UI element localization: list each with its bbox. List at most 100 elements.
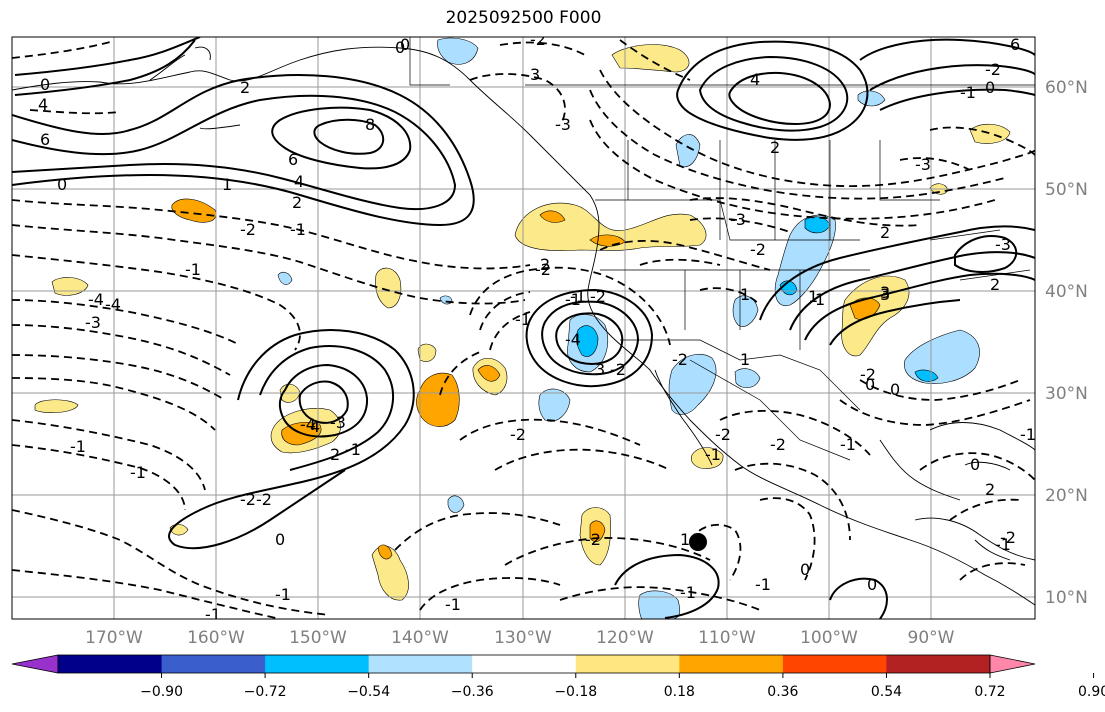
contour-label: -2 [256,490,272,509]
contour-label: 2 [990,275,1000,294]
contour-label: 0 [865,375,875,394]
contour-label: 4 [38,95,48,114]
map-title: 2025092500 F000 [445,8,602,28]
contour-label: -3 [730,210,746,229]
contour-label: -1 [565,290,581,309]
contour-label: 2 [540,255,550,274]
contour-label: -3 [915,155,931,174]
contour-label: 1 [740,350,750,369]
map-frame [11,36,1036,620]
colorbar-segment [782,655,887,673]
contour-label: -4 [88,290,104,309]
colorbar-tick-label: −0.72 [244,684,287,700]
longitude-labels: 170°W 160°W 150°W 140°W 130°W 120°W 110°… [85,628,955,648]
colorbar-segments [58,655,991,673]
contour-label: 2 [330,445,340,464]
contour-label: -1 [1020,425,1036,444]
contour-label: 3 [880,285,890,304]
contour-label: -4 [105,295,121,314]
contour-label: 6 [288,150,298,169]
negative-shading [277,37,980,619]
contour-label: -3 [555,115,571,134]
contour-label: 0 [867,575,877,594]
contour-label: -1 [995,535,1011,554]
contour-label: -2 [535,260,551,279]
colorbar-tick-label: 0.54 [871,684,902,700]
contour-label: 8 [365,115,375,134]
contour-label: 3 [880,283,890,302]
contour-label: 0 [275,530,285,549]
contour-label: 0 [985,78,995,97]
colorbar-segment [265,655,370,673]
contour-label: -2 [240,220,256,239]
contour-label: -2 [585,530,601,549]
contour-label: -1 [680,583,696,602]
contour-label: -3 [330,413,346,432]
contour-label: -3 [995,235,1011,254]
colorbar-tick-label: −0.90 [140,684,183,700]
contour-label: -1 [755,575,771,594]
contour-label: -2 [750,240,766,259]
contour-label: -1 [345,440,361,459]
contour-label: 1 [222,175,232,194]
lat-label: 10°N [1045,588,1088,608]
contour-label: -1 [840,435,856,454]
contour-label: -1 [960,83,976,102]
contour-label: -1 [290,220,306,239]
lon-label: 100°W [800,628,858,648]
contour-label: -1 [130,463,146,482]
lon-label: 140°W [391,628,449,648]
colorbar-segment [161,655,266,673]
lat-label: 50°N [1045,180,1088,200]
colorbar-max-extend [989,654,1036,674]
contour-label: -2 [1000,528,1016,547]
contour-label: 4 [750,70,760,89]
contour-label: -2 [240,490,256,509]
colorbar-tick-label: 0.18 [664,684,695,700]
contour-label: 3 [595,360,605,379]
contour-label: 1 [680,530,690,549]
lon-label: 150°W [289,628,347,648]
contour-label: 2 [292,193,302,212]
colorbar-segment [472,655,577,673]
contour-label: -4 [565,330,581,349]
colorbar-tick-label: −0.18 [554,684,597,700]
lon-label: 120°W [596,628,654,648]
contour-label: -2 [860,365,876,384]
contour-labels: 0 2 4 3 0 -2 -3 -4 -2 0 -1 2 3 -3 -4 -1 … [38,30,1045,624]
contour-label: 2 [770,138,780,157]
colorbar-tick-label: 0.90 [1078,684,1105,700]
lon-label: 170°W [85,628,143,648]
contour-label: 2 [985,480,995,499]
contour-label: 6 [40,130,50,149]
contour-label: -2 [985,60,1001,79]
contour-label: 0 [57,175,67,194]
colorbar-segment [575,655,680,673]
lat-label: 30°N [1045,384,1088,404]
solid-contours [12,37,1035,619]
colorbar-tick-label: 0.72 [974,684,1005,700]
contour-label: 0 [970,455,980,474]
contour-label: -1 [185,260,201,279]
contour-label: 2 [240,78,250,97]
contour-label: -2 [590,287,606,306]
colorbar-segment [58,655,163,673]
colorbar-ticks: −0.90 −0.72 −0.54 −0.36 −0.18 0.18 0.36 0.54 0.7… [140,673,1105,700]
contour-label: -2 [510,425,526,444]
contour-label: 0 [800,560,810,579]
contour-label: -1 [70,437,86,456]
contour-label: -2 [672,350,688,369]
contour-label: -1 [705,445,721,464]
contour-label: -1 [445,595,461,614]
contour-label: -2 [715,425,731,444]
contour-label: -1 [205,605,221,624]
contour-label: 4 [294,172,304,191]
contour-label: 0 [395,38,405,57]
contour-label: 2 [1035,307,1045,326]
contour-label: 1 [815,290,825,309]
contour-label: -2 [530,30,546,49]
latitude-labels: 60°N 50°N 40°N 30°N 20°N 10°N [1045,78,1088,608]
contour-label: 1 [808,287,818,306]
lon-label: 90°W [908,628,955,648]
contour-label: -2 [770,435,786,454]
